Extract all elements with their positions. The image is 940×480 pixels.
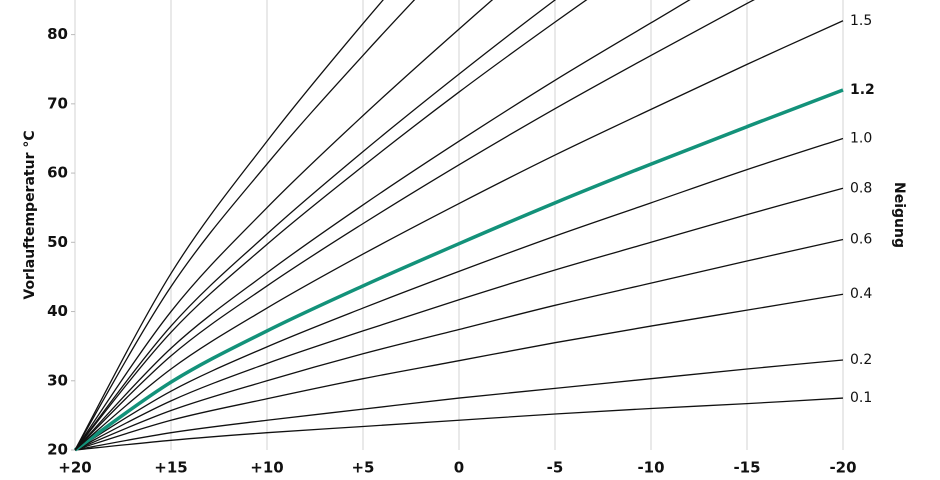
series-label: 0.4	[850, 286, 872, 302]
x-tick-label: -10	[637, 459, 664, 477]
y-tick-label: 20	[47, 441, 68, 459]
series-label: 0.8	[850, 180, 872, 196]
curve	[74, 0, 755, 451]
curve	[73, 88, 844, 452]
x-tick-label: 0	[454, 459, 464, 477]
y-tick-label: 70	[47, 94, 68, 112]
y-tick-label: 80	[47, 25, 68, 43]
curve	[74, 137, 844, 451]
x-tick-label: -15	[733, 459, 760, 477]
curve	[74, 0, 494, 451]
grid	[71, 0, 844, 451]
curve	[74, 359, 844, 451]
series-label: 0.2	[850, 352, 872, 368]
x-tick-label: -20	[829, 459, 856, 477]
series-label: 1.0	[850, 130, 872, 146]
x-tick-label: +20	[58, 459, 91, 477]
x-tick-label: +15	[154, 459, 187, 477]
x-tick-label: -5	[547, 459, 564, 477]
curve	[74, 0, 384, 451]
y-tick-label: 50	[47, 233, 68, 251]
y-tick-label: 40	[47, 302, 68, 320]
curve	[74, 187, 844, 451]
curve	[74, 397, 844, 451]
series-label: 1.5	[850, 13, 872, 29]
curve	[74, 0, 557, 451]
y-tick-label: 30	[47, 371, 68, 389]
x-tick-label: +10	[250, 459, 283, 477]
series-label: 0.1	[850, 390, 872, 406]
plot-area	[73, 0, 844, 452]
legend-title: Neigung	[891, 182, 907, 248]
y-axis-title: Vorlauftemperatur °C	[22, 130, 38, 299]
series-label: 0.6	[850, 232, 872, 248]
curve	[74, 0, 691, 451]
curve	[74, 238, 844, 451]
series-label: 1.2	[850, 82, 875, 98]
curve	[74, 0, 416, 451]
curve	[74, 0, 588, 451]
x-tick-label: +5	[351, 459, 374, 477]
curve	[74, 293, 844, 451]
curve	[74, 20, 844, 451]
y-tick-label: 60	[47, 164, 68, 182]
